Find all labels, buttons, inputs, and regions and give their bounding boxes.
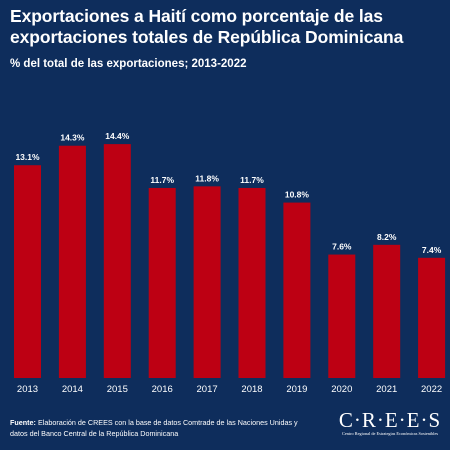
bar-2016 (148, 187, 176, 378)
data-label-2021: 8.2% (377, 232, 397, 242)
x-tick-2015: 2015 (107, 384, 128, 395)
bar-2015 (103, 144, 131, 378)
x-tick-2018: 2018 (241, 384, 262, 395)
logo-text: C·R·E·E·S (338, 408, 442, 432)
crees-logo: C·R·E·E·S Centro Regional de Estrategias… (338, 409, 442, 437)
data-label-2013: 13.1% (15, 152, 40, 162)
data-label-2020: 7.6% (332, 242, 352, 252)
bar-2013 (14, 165, 41, 378)
bar-2019 (283, 202, 311, 378)
data-label-2022: 7.4% (422, 245, 442, 255)
data-label-2017: 11.8% (195, 173, 219, 183)
bar-2022 (418, 257, 446, 378)
x-tick-2020: 2020 (331, 384, 352, 395)
bar-2017 (193, 186, 221, 378)
bar-2018 (238, 187, 266, 378)
source-label: Fuente: (10, 418, 36, 427)
data-label-2014: 14.3% (60, 133, 85, 143)
data-label-2019: 10.8% (285, 190, 310, 200)
x-tick-2016: 2016 (152, 384, 173, 395)
chart-subtitle: % del total de las exportaciones; 2013-2… (10, 58, 247, 70)
data-label-2015: 14.4% (105, 131, 130, 141)
x-tick-2022: 2022 (421, 384, 442, 395)
logo-subtext: Centro Regional de Estrategias Económica… (341, 431, 439, 436)
x-tick-2017: 2017 (197, 384, 218, 395)
x-tick-2021: 2021 (376, 384, 397, 395)
x-tick-2019: 2019 (286, 384, 307, 395)
x-tick-2013: 2013 (17, 384, 38, 395)
chart-title: Exportaciones a Haití como porcentaje de… (10, 6, 404, 47)
x-tick-2014: 2014 (62, 384, 83, 395)
bar-2014 (58, 145, 86, 378)
bar-chart: 13.1% 2013 14.3% 2014 14.4% 2015 11.7% 2016 11.8… (14, 131, 446, 395)
data-label-2016: 11.7% (150, 175, 174, 185)
data-label-2018: 11.7% (240, 175, 264, 185)
source-text: Elaboración de CREES con la base de dato… (10, 418, 298, 438)
bar-2020 (328, 254, 356, 378)
source-note: Fuente: Elaboración de CREES con la base… (10, 417, 310, 439)
bar-2021 (373, 244, 401, 378)
